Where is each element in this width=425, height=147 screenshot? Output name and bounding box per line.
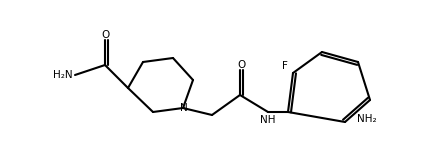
Text: O: O [237, 60, 245, 70]
Text: N: N [180, 103, 188, 113]
Text: F: F [282, 61, 288, 71]
Text: NH: NH [260, 115, 276, 125]
Text: H₂N: H₂N [54, 70, 73, 80]
Text: NH₂: NH₂ [357, 114, 377, 124]
Text: O: O [101, 30, 109, 40]
